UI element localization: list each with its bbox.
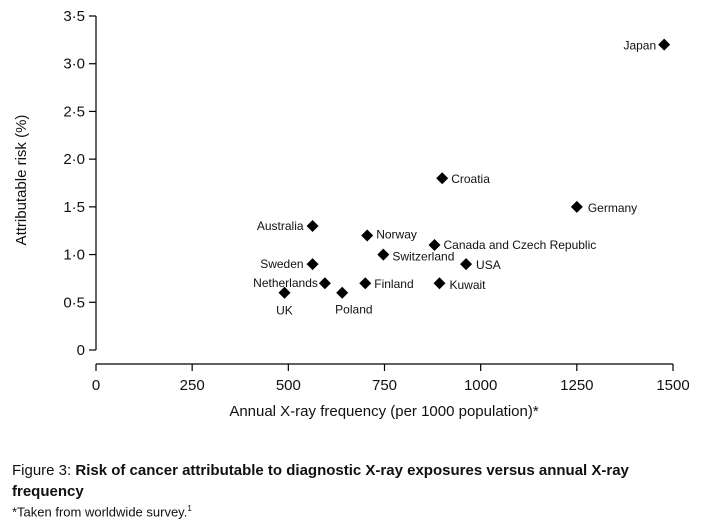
x-ticks: 0 250 500 750 1000 1250 1500 bbox=[92, 364, 690, 394]
y-tick-label: 1·5 bbox=[63, 199, 85, 216]
data-point-germany bbox=[570, 200, 583, 213]
data-label-sweden: Sweden bbox=[260, 257, 303, 271]
data-label-switzerland: Switzerland bbox=[392, 250, 454, 264]
x-tick-label: 750 bbox=[372, 377, 397, 394]
y-tick-label: 0 bbox=[77, 342, 85, 359]
data-label-poland: Poland bbox=[335, 303, 372, 317]
data-label-uk: UK bbox=[276, 304, 293, 318]
data-point-kuwait bbox=[433, 277, 446, 290]
y-tick-label: 2·5 bbox=[63, 103, 85, 120]
x-axis-title: Annual X-ray frequency (per 1000 populat… bbox=[229, 403, 539, 420]
scatter-chart: 0 0·5 1·0 1·5 2·0 2·5 3·0 3·5 0 250 500 750 1000 125… bbox=[13, 8, 690, 420]
data-label-norway: Norway bbox=[376, 227, 417, 241]
data-label-australia: Australia bbox=[257, 219, 304, 233]
footnote-text: *Taken from worldwide survey. bbox=[12, 504, 188, 520]
x-tick-label: 250 bbox=[180, 377, 205, 394]
data-point-uk bbox=[278, 286, 291, 299]
x-tick-label: 1000 bbox=[464, 377, 497, 394]
figure-title: Risk of cancer attributable to diagnosti… bbox=[12, 462, 629, 500]
data-label-finland: Finland bbox=[374, 277, 413, 291]
data-points bbox=[278, 38, 671, 299]
y-ticks: 0 0·5 1·0 1·5 2·0 2·5 3·0 3·5 bbox=[63, 8, 96, 359]
data-label-croatia: Croatia bbox=[451, 172, 490, 186]
data-point-norway bbox=[361, 229, 374, 242]
x-tick-label: 500 bbox=[276, 377, 301, 394]
data-point-canada-and-czech-republic bbox=[428, 239, 441, 252]
data-label-japan: Japan bbox=[623, 39, 656, 53]
figure-caption: Figure 3: Risk of cancer attributable to… bbox=[12, 460, 692, 502]
data-point-netherlands bbox=[318, 277, 331, 290]
y-tick-label: 3·0 bbox=[63, 56, 85, 73]
data-point-switzerland bbox=[377, 248, 390, 261]
data-point-australia bbox=[306, 219, 319, 232]
data-point-labels: Japan Croatia Germany Australia Norway Canada… bbox=[253, 39, 656, 318]
y-tick-label: 1·0 bbox=[63, 247, 85, 264]
x-tick-label: 1250 bbox=[560, 377, 593, 394]
data-label-kuwait: Kuwait bbox=[450, 278, 487, 292]
data-point-finland bbox=[359, 277, 372, 290]
y-tick-label: 3·5 bbox=[63, 8, 85, 25]
data-point-japan bbox=[658, 38, 671, 51]
data-point-poland bbox=[336, 286, 349, 299]
axes bbox=[95, 16, 673, 365]
x-tick-label: 1500 bbox=[656, 377, 689, 394]
data-label-germany: Germany bbox=[588, 201, 637, 215]
y-axis-title: Attributable risk (%) bbox=[13, 115, 30, 246]
footnote: *Taken from worldwide survey.1 bbox=[12, 504, 192, 519]
data-label-usa: USA bbox=[476, 258, 501, 272]
y-tick-label: 0·5 bbox=[63, 294, 85, 311]
data-label-netherlands: Netherlands bbox=[253, 276, 318, 290]
footnote-reference: 1 bbox=[187, 504, 192, 513]
y-tick-label: 2·0 bbox=[63, 151, 85, 168]
data-label-canada-and-czech-republic: Canada and Czech Republic bbox=[444, 238, 597, 252]
data-point-sweden bbox=[306, 258, 319, 271]
x-tick-label: 0 bbox=[92, 377, 100, 394]
figure-number: Figure 3: bbox=[12, 462, 76, 479]
data-point-usa bbox=[460, 258, 473, 271]
data-point-croatia bbox=[436, 172, 449, 185]
